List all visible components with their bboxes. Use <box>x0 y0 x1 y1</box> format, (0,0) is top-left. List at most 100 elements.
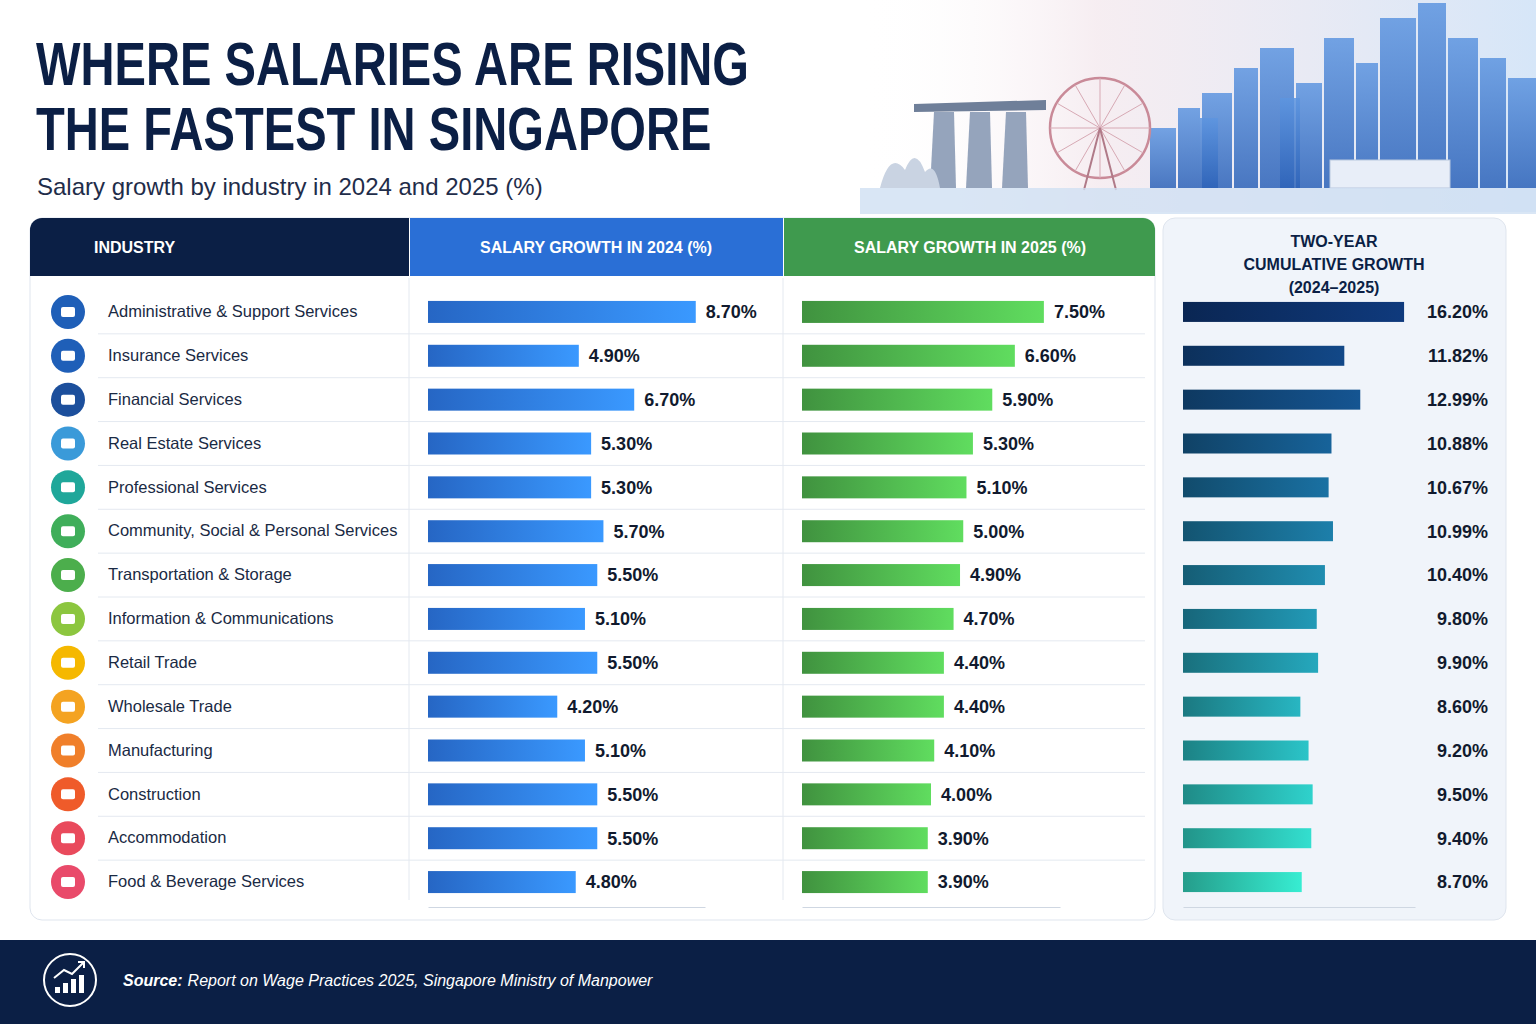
bar <box>802 564 960 586</box>
data-label: 3.90% <box>938 872 989 892</box>
bar <box>1183 565 1325 585</box>
industry-icon <box>51 383 85 417</box>
category-tick: Real Estate Services <box>108 434 261 452</box>
axis-line <box>429 907 706 908</box>
category-label: Professional Services <box>108 478 267 496</box>
building <box>1480 58 1506 188</box>
icon-glyph <box>61 658 75 668</box>
data-label: 7.50% <box>1054 302 1105 322</box>
category-label: Community, Social & Personal Services <box>108 521 397 539</box>
data-label: 5.50% <box>607 565 658 585</box>
header-cell <box>410 218 783 276</box>
bar <box>802 433 973 455</box>
data-label: 9.50% <box>1437 785 1488 805</box>
data-label: 9.40% <box>1437 829 1488 849</box>
bar <box>428 652 597 674</box>
data-label: 4.90% <box>589 346 640 366</box>
industry-icon <box>51 690 85 724</box>
bar <box>1183 302 1404 322</box>
bar <box>1183 477 1329 497</box>
bar <box>428 520 603 542</box>
bar <box>1183 609 1317 629</box>
icon-bar <box>55 987 60 993</box>
bar <box>1183 872 1302 892</box>
spoke <box>1100 103 1143 128</box>
category-tick: Accommodation <box>108 828 226 846</box>
category-tick: Transportation & Storage <box>108 565 292 583</box>
footer <box>0 940 1536 1024</box>
low-building <box>1330 160 1450 188</box>
industry-icon <box>51 339 85 373</box>
category-tick: Insurance Services <box>108 346 248 364</box>
bar <box>428 345 579 367</box>
data-label: 5.10% <box>976 478 1027 498</box>
side-panel <box>1163 218 1506 920</box>
row-separator <box>98 509 1145 510</box>
data-label: 4.00% <box>941 785 992 805</box>
industry-icon <box>51 865 85 899</box>
data-label: 8.60% <box>1437 697 1488 717</box>
category-tick: Retail Trade <box>108 653 197 671</box>
source-label: Source: <box>123 972 183 989</box>
category-label: Real Estate Services <box>108 434 261 452</box>
data-labels: 8.70%4.90%6.70%5.30%5.30%5.70%5.50%5.10%… <box>567 302 757 892</box>
column-head-line: (2024–2025) <box>1289 279 1380 296</box>
bar <box>802 740 934 762</box>
water <box>860 188 1536 214</box>
icon-arrow <box>54 962 84 978</box>
row-separator <box>98 421 1145 422</box>
bar <box>802 476 966 498</box>
column-head: TWO-YEARCUMULATIVE GROWTH(2024–2025) <box>1243 233 1424 296</box>
spoke <box>1050 128 1100 129</box>
header-cell <box>30 218 409 276</box>
spoke <box>1100 85 1125 128</box>
data-label: 5.00% <box>973 522 1024 542</box>
bar <box>1183 390 1360 410</box>
category-tick: Community, Social & Personal Services <box>108 521 397 539</box>
data-label: 5.10% <box>595 741 646 761</box>
icon-glyph <box>61 395 75 405</box>
value-axis <box>429 907 706 908</box>
icon-glyph <box>61 439 75 449</box>
data-label: 4.10% <box>944 741 995 761</box>
row-separator <box>98 465 1145 466</box>
industry-icon <box>51 821 85 855</box>
category-tick: Administrative & Support Services <box>108 302 357 320</box>
data-label: 4.40% <box>954 697 1005 717</box>
source: Report on Wage Practices 2025, Singapore… <box>188 972 654 989</box>
data-label: 4.20% <box>567 697 618 717</box>
bar <box>428 783 597 805</box>
row-separator <box>98 333 1145 334</box>
building <box>1200 118 1218 188</box>
skyline <box>860 0 1536 214</box>
wheel-stand <box>1084 128 1116 190</box>
column-head-line: TWO-YEAR <box>1290 233 1378 250</box>
category-tick: Financial Services <box>108 390 242 408</box>
row-separator <box>98 816 1145 817</box>
data-label: 4.90% <box>970 565 1021 585</box>
category-label: Transportation & Storage <box>108 565 292 583</box>
bar <box>802 520 963 542</box>
column-separator <box>409 278 410 900</box>
data-label: 5.30% <box>601 478 652 498</box>
row-separator <box>98 377 1145 378</box>
icon-glyph <box>61 702 75 712</box>
bar <box>1183 697 1300 717</box>
building <box>1448 38 1478 188</box>
bar <box>1183 653 1318 673</box>
value-axis <box>803 907 1061 908</box>
subtitle: Salary growth by industry in 2024 and 20… <box>37 173 543 200</box>
data-label: 3.90% <box>938 829 989 849</box>
row-lines <box>98 278 1145 900</box>
sky <box>860 0 1536 212</box>
industry-icon <box>51 646 85 680</box>
icon-glyph <box>61 746 75 756</box>
spoke <box>1075 85 1100 128</box>
bar <box>428 696 557 718</box>
building <box>1234 68 1258 188</box>
category-label: Financial Services <box>108 390 242 408</box>
bar <box>802 345 1015 367</box>
category-tick: Construction <box>108 785 201 803</box>
building <box>1508 78 1536 188</box>
data-label: 5.70% <box>613 522 664 542</box>
